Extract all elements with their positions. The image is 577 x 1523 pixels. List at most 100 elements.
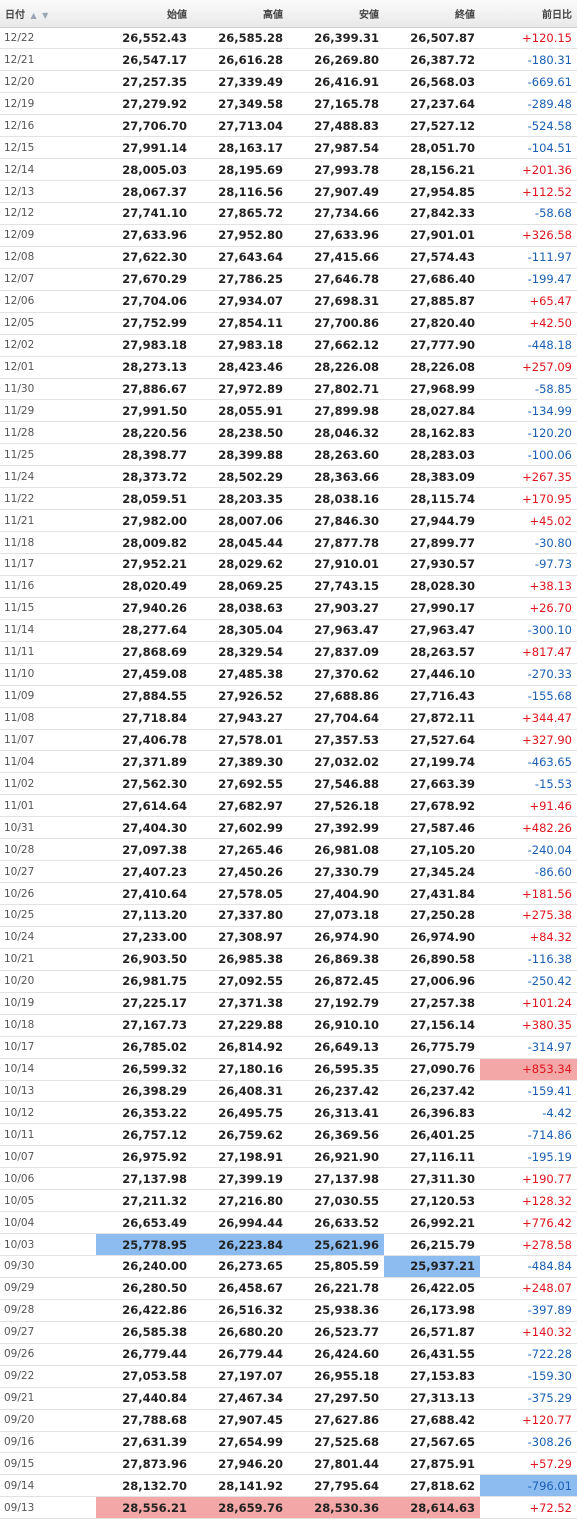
- cell-low: 27,415.66: [288, 246, 384, 269]
- table-row: 11/04 27,371.89 27,389.30 27,032.02 27,199.7…: [0, 750, 577, 774]
- cell-close: 27,901.01: [384, 224, 480, 247]
- column-header-high[interactable]: 高値: [192, 0, 288, 28]
- table-row: 12/13 28,067.37 28,116.56 27,907.49 27,954.8…: [0, 180, 577, 203]
- cell-date: 09/29: [0, 1277, 96, 1300]
- table-row: 10/31 27,404.30 27,602.99 27,392.99 27,587.4…: [0, 816, 577, 840]
- table-header: 日付 ▲ ▼ 始値 高値 安値 終値 前日比: [0, 0, 577, 28]
- cell-low: 28,363.66: [288, 465, 384, 489]
- table-row: 10/12 26,353.22 26,495.75 26,313.41 26,396.8…: [0, 1101, 577, 1125]
- table-row: 12/07 27,670.29 27,786.25 27,646.78 27,686.4…: [0, 268, 577, 291]
- cell-change: -159.30: [480, 1365, 577, 1388]
- cell-change: +140.32: [480, 1321, 577, 1344]
- cell-change: -58.85: [480, 378, 577, 401]
- cell-open: 26,785.02: [96, 1036, 192, 1059]
- cell-change: +84.32: [480, 926, 577, 949]
- cell-open: 27,706.70: [96, 114, 192, 138]
- cell-open: 26,975.92: [96, 1145, 192, 1169]
- table-row: 11/21 27,982.00 28,007.06 27,846.30 27,944.7…: [0, 509, 577, 533]
- cell-date: 11/14: [0, 619, 96, 642]
- cell-high: 27,349.58: [192, 92, 288, 116]
- cell-change: +278.58: [480, 1233, 577, 1256]
- table-row: 10/04 26,653.49 26,994.44 26,633.52 26,992.2…: [0, 1211, 577, 1235]
- cell-high: 28,238.50: [192, 421, 288, 445]
- cell-open: 26,981.75: [96, 970, 192, 993]
- table-row: 10/05 27,211.32 27,216.80 27,030.55 27,120.5…: [0, 1189, 577, 1213]
- cell-close: 27,686.40: [384, 268, 480, 291]
- cell-low: 27,192.79: [288, 992, 384, 1015]
- table-row: 10/03 25,778.95 26,223.84 25,621.96 26,215.7…: [0, 1233, 577, 1256]
- cell-close: 26,974.90: [384, 926, 480, 949]
- cell-change: -300.10: [480, 619, 577, 642]
- cell-open: 26,585.38: [96, 1321, 192, 1344]
- cell-high: 27,643.64: [192, 246, 288, 269]
- date-header-label: 日付: [5, 9, 25, 21]
- cell-open: 27,633.96: [96, 224, 192, 247]
- cell-low: 26,872.45: [288, 970, 384, 993]
- cell-low: 26,955.18: [288, 1365, 384, 1388]
- cell-close: 27,663.39: [384, 772, 480, 796]
- column-header-low[interactable]: 安値: [288, 0, 384, 28]
- cell-high: 26,495.75: [192, 1101, 288, 1125]
- table-row: 10/25 27,113.20 27,337.80 27,073.18 27,250.2…: [0, 904, 577, 927]
- cell-date: 11/18: [0, 531, 96, 554]
- table-row: 11/11 27,868.69 28,329.54 27,837.09 28,263.5…: [0, 641, 577, 664]
- cell-open: 28,020.49: [96, 575, 192, 598]
- cell-change: +128.32: [480, 1189, 577, 1213]
- cell-change: -155.68: [480, 685, 577, 708]
- cell-low: 26,921.90: [288, 1145, 384, 1169]
- cell-high: 28,141.92: [192, 1474, 288, 1498]
- sort-asc-icon[interactable]: ▲: [30, 10, 37, 20]
- table-row: 12/08 27,622.30 27,643.64 27,415.66 27,574.4…: [0, 246, 577, 269]
- table-row: 11/29 27,991.50 28,055.91 27,899.98 28,027.8…: [0, 399, 577, 423]
- cell-date: 09/28: [0, 1299, 96, 1322]
- column-header-close[interactable]: 終値: [384, 0, 480, 28]
- cell-date: 12/06: [0, 290, 96, 313]
- cell-date: 10/28: [0, 838, 96, 862]
- cell-low: 27,404.90: [288, 882, 384, 905]
- cell-change: -448.18: [480, 334, 577, 357]
- cell-high: 27,983.18: [192, 334, 288, 357]
- cell-high: 28,195.69: [192, 158, 288, 182]
- cell-high: 27,308.97: [192, 926, 288, 949]
- table-body: 12/22 26,552.43 26,585.28 26,399.31 26,507.8…: [0, 27, 577, 1520]
- sort-desc-icon[interactable]: ▼: [42, 10, 49, 20]
- cell-high: 28,029.62: [192, 553, 288, 576]
- cell-date: 09/13: [0, 1496, 96, 1520]
- cell-low: 27,546.88: [288, 772, 384, 796]
- cell-close: 27,954.85: [384, 180, 480, 203]
- cell-change: -796.01: [480, 1474, 577, 1498]
- cell-high: 27,654.99: [192, 1431, 288, 1454]
- cell-date: 10/17: [0, 1036, 96, 1059]
- cell-low: 27,963.47: [288, 619, 384, 642]
- cell-low: 26,313.41: [288, 1101, 384, 1125]
- column-header-date[interactable]: 日付 ▲ ▼: [0, 0, 96, 28]
- column-header-open[interactable]: 始値: [96, 0, 192, 28]
- cell-open: 27,113.20: [96, 904, 192, 927]
- table-row: 09/27 26,585.38 26,680.20 26,523.77 26,571.8…: [0, 1321, 577, 1344]
- cell-close: 27,842.33: [384, 202, 480, 225]
- cell-change: -463.65: [480, 750, 577, 774]
- cell-date: 12/22: [0, 27, 96, 50]
- cell-close: 27,885.87: [384, 290, 480, 313]
- cell-low: 27,743.15: [288, 575, 384, 598]
- cell-open: 28,277.64: [96, 619, 192, 642]
- cell-close: 26,237.42: [384, 1080, 480, 1103]
- cell-change: -722.28: [480, 1343, 577, 1366]
- cell-high: 27,216.80: [192, 1189, 288, 1213]
- cell-change: +267.35: [480, 465, 577, 489]
- cell-date: 11/10: [0, 663, 96, 686]
- cell-high: 26,223.84: [192, 1233, 288, 1256]
- cell-low: 27,137.98: [288, 1167, 384, 1191]
- cell-change: -397.89: [480, 1299, 577, 1322]
- cell-high: 28,163.17: [192, 136, 288, 160]
- cell-close: 28,162.83: [384, 421, 480, 445]
- cell-high: 28,007.06: [192, 509, 288, 533]
- cell-open: 28,373.72: [96, 465, 192, 489]
- column-header-change[interactable]: 前日比: [480, 0, 577, 28]
- cell-change: +45.02: [480, 509, 577, 533]
- cell-date: 09/21: [0, 1387, 96, 1410]
- cell-change: +38.13: [480, 575, 577, 598]
- cell-high: 27,371.38: [192, 992, 288, 1015]
- cell-change: -97.73: [480, 553, 577, 576]
- table-row: 09/16 27,631.39 27,654.99 27,525.68 27,567.6…: [0, 1431, 577, 1454]
